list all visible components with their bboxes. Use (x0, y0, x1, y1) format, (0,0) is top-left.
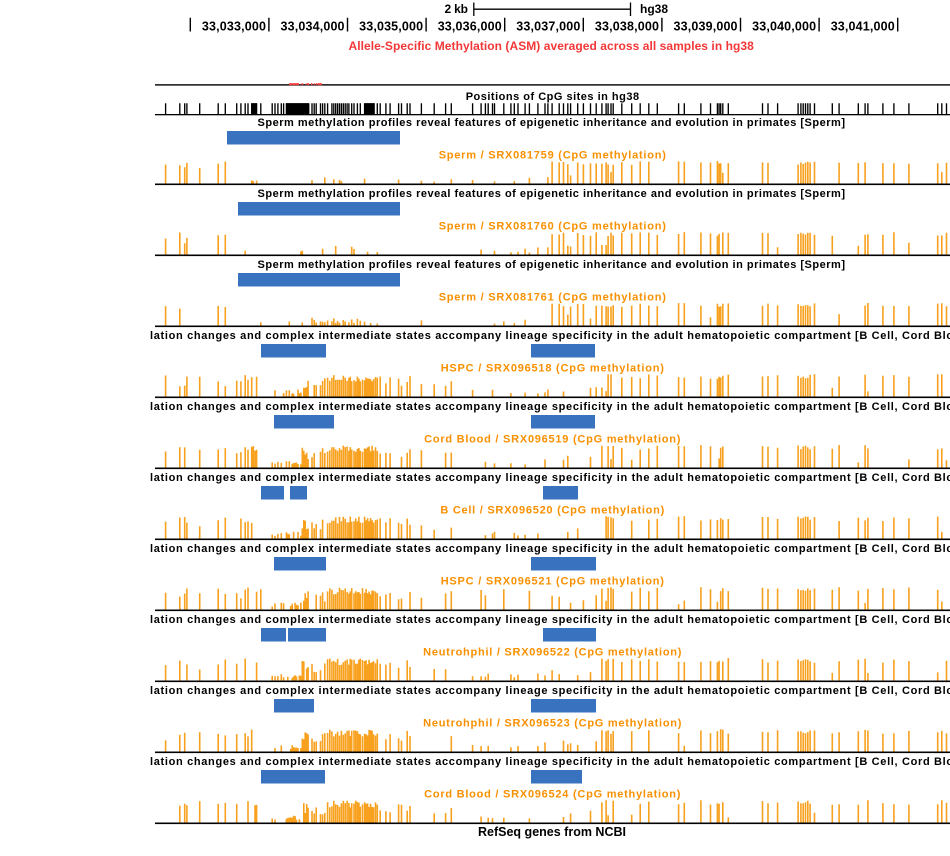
svg-text:Cord Blood / SRX096519 (CpG me: Cord Blood / SRX096519 (CpG methylation) (424, 434, 681, 446)
svg-text:33,041,000: 33,041,000 (831, 20, 895, 34)
svg-text:lation changes and complex int: lation changes and complex intermediate … (150, 401, 950, 413)
svg-text:RefSeq genes from NCBI: RefSeq genes from NCBI (478, 825, 626, 839)
svg-text:Positions of CpG sites in hg38: Positions of CpG sites in hg38 (466, 91, 639, 103)
svg-text:HSPC / SRX096521 (CpG methylat: HSPC / SRX096521 (CpG methylation) (441, 576, 665, 588)
svg-text:Allele-Specific Methylation (A: Allele-Specific Methylation (ASM) averag… (349, 39, 755, 53)
svg-text:B Cell / SRX096520 (CpG methyl: B Cell / SRX096520 (CpG methylation) (440, 505, 664, 517)
svg-text:33,034,000: 33,034,000 (281, 20, 345, 34)
svg-text:33,038,000: 33,038,000 (595, 20, 659, 34)
svg-text:lation changes and complex int: lation changes and complex intermediate … (150, 543, 950, 555)
svg-text:33,036,000: 33,036,000 (438, 20, 502, 34)
svg-text:lation changes and complex int: lation changes and complex intermediate … (150, 756, 950, 768)
svg-text:Sperm / SRX081761 (CpG methyla: Sperm / SRX081761 (CpG methylation) (439, 292, 667, 304)
svg-text:HSPC / SRX096518 (CpG methylat: HSPC / SRX096518 (CpG methylation) (441, 363, 665, 375)
svg-text:33,037,000: 33,037,000 (516, 20, 580, 34)
svg-text:lation changes and complex int: lation changes and complex intermediate … (150, 614, 950, 626)
svg-text:Sperm methylation profiles rev: Sperm methylation profiles reveal featur… (258, 188, 846, 200)
svg-text:lation changes and complex int: lation changes and complex intermediate … (150, 330, 950, 342)
svg-text:Cord Blood / SRX096524 (CpG me: Cord Blood / SRX096524 (CpG methylation) (424, 789, 681, 801)
svg-text:Sperm / SRX081760 (CpG methyla: Sperm / SRX081760 (CpG methylation) (439, 221, 667, 233)
svg-text:Sperm methylation profiles rev: Sperm methylation profiles reveal featur… (258, 117, 846, 129)
svg-text:33,040,000: 33,040,000 (752, 20, 816, 34)
svg-text:hg38: hg38 (640, 2, 668, 16)
svg-text:Neutrohphil / SRX096523 (CpG m: Neutrohphil / SRX096523 (CpG methylation… (423, 718, 682, 730)
svg-text:lation changes and complex int: lation changes and complex intermediate … (150, 685, 950, 697)
svg-text:2 kb: 2 kb (445, 2, 469, 16)
svg-text:33,033,000: 33,033,000 (202, 20, 266, 34)
svg-text:33,035,000: 33,035,000 (359, 20, 423, 34)
svg-text:Sperm / SRX081759 (CpG methyla: Sperm / SRX081759 (CpG methylation) (439, 150, 667, 162)
svg-text:33,039,000: 33,039,000 (674, 20, 738, 34)
svg-text:Sperm methylation profiles rev: Sperm methylation profiles reveal featur… (258, 259, 846, 271)
svg-text:lation changes and complex int: lation changes and complex intermediate … (150, 472, 950, 484)
svg-text:Neutrohphil / SRX096522 (CpG m: Neutrohphil / SRX096522 (CpG methylation… (423, 647, 682, 659)
